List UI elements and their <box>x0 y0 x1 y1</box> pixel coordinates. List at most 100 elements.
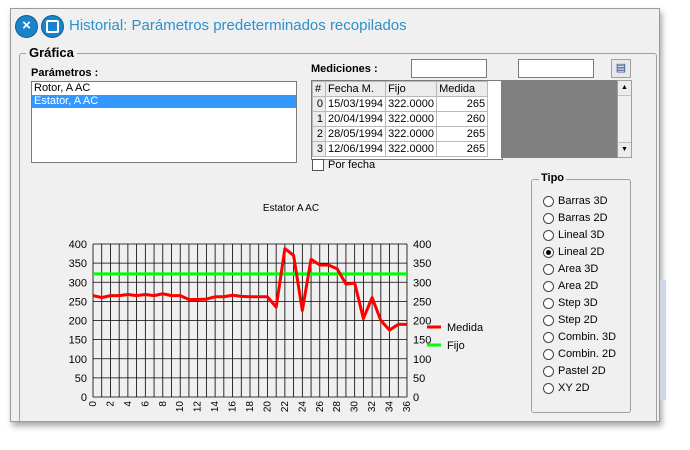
tipo-option-step-2d[interactable]: Step 2D <box>543 314 598 328</box>
x-tick-label: 4 <box>123 401 134 407</box>
parametros-listbox[interactable]: Rotor, A AC Estator, A AC <box>31 81 297 163</box>
mediciones-grid[interactable]: # Fecha M. Fijo Medida 0 15/03/1994 322.… <box>311 80 503 160</box>
chart-legend: Medida Fijo <box>427 322 484 352</box>
legend-label-medida: Medida <box>447 322 484 334</box>
chart-series <box>92 247 407 332</box>
calculator-button[interactable]: ▤ <box>611 59 631 78</box>
tipo-option-lineal-2d[interactable]: Lineal 2D <box>543 246 604 260</box>
radio-button[interactable] <box>543 365 554 377</box>
table-row[interactable]: 1 20/04/1994 322.0000 260 <box>312 111 489 127</box>
cell-medida: 265 <box>436 141 489 157</box>
y-tick-label-right: 200 <box>413 316 431 328</box>
col-header-medida[interactable]: Medida <box>436 81 489 97</box>
cell-fijo: 322.0000 <box>385 141 438 157</box>
parametro-item-estator[interactable]: Estator, A AC <box>32 95 296 108</box>
tipo-option-label: XY 2D <box>558 382 590 395</box>
background-strip <box>660 280 666 400</box>
col-header-fijo[interactable]: Fijo <box>385 81 438 97</box>
radio-button[interactable] <box>543 297 554 309</box>
title-bar: × Historial: Parámetros predeterminados … <box>11 9 659 41</box>
y-tick-label-left: 300 <box>69 277 87 289</box>
grid-header: # Fecha M. Fijo Medida <box>312 81 489 97</box>
radio-button[interactable] <box>543 314 554 326</box>
y-tick-label-right: 350 <box>413 258 431 270</box>
col-header-num[interactable]: # <box>312 81 326 97</box>
maximize-icon <box>46 20 59 33</box>
x-tick-label: 28 <box>332 401 343 413</box>
radio-button[interactable] <box>543 246 554 258</box>
tipo-option-label: Combin. 3D <box>558 331 617 344</box>
tipo-option-label: Step 3D <box>558 297 598 310</box>
x-tick-label: 32 <box>367 401 378 413</box>
legend-label-fijo: Fijo <box>447 340 465 352</box>
tipo-option-step-3d[interactable]: Step 3D <box>543 297 598 311</box>
cell-num: 1 <box>312 111 326 127</box>
history-window: × Historial: Parámetros predeterminados … <box>10 8 660 422</box>
x-tick-label: 24 <box>297 401 308 413</box>
x-tick-label: 10 <box>175 401 186 413</box>
radio-button[interactable] <box>543 212 554 224</box>
mediciones-input-1[interactable] <box>411 59 487 78</box>
tipo-option-pastel-2d[interactable]: Pastel 2D <box>543 365 606 379</box>
table-row[interactable]: 0 15/03/1994 322.0000 265 <box>312 96 489 112</box>
close-button[interactable]: × <box>15 15 38 38</box>
table-row[interactable]: 2 28/05/1994 322.0000 265 <box>312 126 489 142</box>
mediciones-label: Mediciones : <box>311 63 378 75</box>
y-tick-label-left: 200 <box>69 316 87 328</box>
table-row[interactable]: 3 12/06/1994 322.0000 265 <box>312 141 489 157</box>
scroll-down-icon[interactable]: ▼ <box>618 142 631 157</box>
x-tick-label: 36 <box>402 401 413 413</box>
y-tick-label-left: 350 <box>69 258 87 270</box>
tipo-option-label: Step 2D <box>558 314 598 327</box>
maximize-button[interactable] <box>41 15 64 38</box>
tipo-option-combin-3d[interactable]: Combin. 3D <box>543 331 616 345</box>
radio-button[interactable] <box>543 229 554 241</box>
tipo-option-barras-2d[interactable]: Barras 2D <box>543 212 608 226</box>
x-tick-label: 16 <box>228 401 239 413</box>
window-title: Historial: Parámetros predeterminados re… <box>69 17 407 34</box>
y-tick-label-right: 100 <box>413 354 431 366</box>
parametros-label: Parámetros : <box>31 67 99 79</box>
scroll-up-icon[interactable]: ▲ <box>618 81 631 96</box>
y-tick-label-right: 300 <box>413 277 431 289</box>
tipo-option-label: Barras 2D <box>558 212 608 225</box>
tipo-option-label: Barras 3D <box>558 195 608 208</box>
y-tick-label-left: 50 <box>75 373 87 385</box>
tipo-option-label: Area 3D <box>558 263 599 276</box>
tipo-option-area-3d[interactable]: Area 3D <box>543 263 598 277</box>
y-tick-label-left: 250 <box>69 296 87 308</box>
tipo-option-lineal-3d[interactable]: Lineal 3D <box>543 229 604 243</box>
por-fecha-checkbox[interactable]: Por fecha <box>312 159 375 172</box>
tipo-option-barras-3d[interactable]: Barras 3D <box>543 195 608 209</box>
tipo-option-label: Pastel 2D <box>558 365 606 378</box>
x-tick-label: 20 <box>262 401 273 413</box>
x-tick-label: 14 <box>210 401 221 413</box>
tipo-option-label: Lineal 3D <box>558 229 605 242</box>
checkbox-box[interactable] <box>312 159 324 172</box>
radio-button[interactable] <box>543 348 554 360</box>
radio-button[interactable] <box>543 280 554 292</box>
y-tick-label-left: 150 <box>69 335 87 347</box>
y-tick-label-left: 0 <box>81 392 87 404</box>
radio-button[interactable] <box>543 195 554 207</box>
tipo-label: Tipo <box>539 172 567 184</box>
x-tick-label: 6 <box>140 401 151 407</box>
grid-scrollbar[interactable]: ▲ ▼ <box>617 80 632 158</box>
cell-num: 0 <box>312 96 326 112</box>
tipo-option-combin-2d[interactable]: Combin. 2D <box>543 348 616 362</box>
col-header-fecha[interactable]: Fecha M. <box>324 81 387 97</box>
tipo-group <box>531 179 631 413</box>
chart-grid <box>92 243 408 398</box>
cell-num: 3 <box>312 141 326 157</box>
radio-button[interactable] <box>543 331 554 343</box>
cell-num: 2 <box>312 126 326 142</box>
tipo-option-area-2d[interactable]: Area 2D <box>543 280 598 294</box>
mediciones-input-2[interactable] <box>518 59 594 78</box>
cell-medida: 265 <box>436 96 489 112</box>
tipo-option-label: Combin. 2D <box>558 348 617 361</box>
tipo-option-xy-2d[interactable]: XY 2D <box>543 382 590 396</box>
radio-button[interactable] <box>543 263 554 275</box>
parametro-item-rotor[interactable]: Rotor, A AC <box>34 82 91 94</box>
radio-button[interactable] <box>543 382 554 394</box>
